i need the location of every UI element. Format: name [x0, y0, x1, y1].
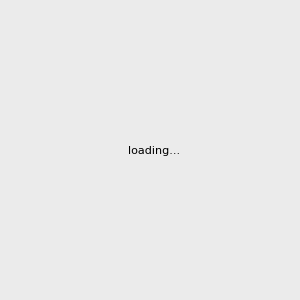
Text: loading...: loading... [128, 146, 180, 157]
